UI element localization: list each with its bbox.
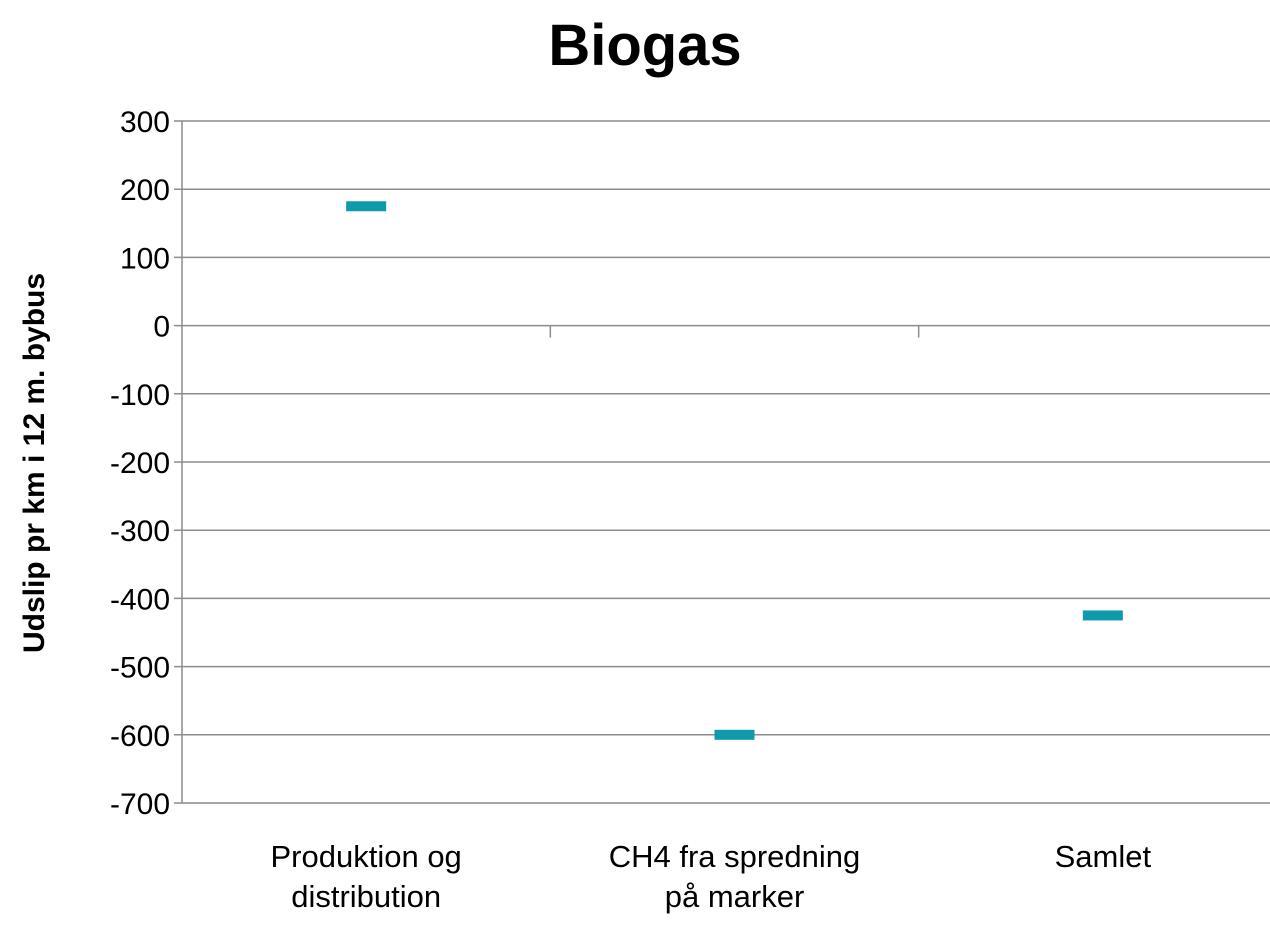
gridlines [174, 120, 1270, 804]
x-category-labels: Produktion og distribution CH4 fra spredni… [271, 839, 1152, 914]
chart-title: Biogas [548, 13, 741, 78]
y-tick-label: -600 [110, 720, 170, 753]
axes [181, 121, 920, 803]
y-tick-label: 100 [120, 242, 170, 275]
y-tick-label: 0 [153, 311, 170, 344]
y-tick-label: 200 [120, 174, 170, 207]
y-tick-label: -200 [110, 447, 170, 480]
x-category-label: Produktion og distribution [271, 839, 462, 914]
x-category-label: CH4 fra spredning på marker [609, 839, 861, 914]
y-tick-label: -500 [110, 652, 170, 685]
y-tick-label: -100 [110, 379, 170, 412]
y-tick-labels: 300 200 100 0 -100 -200 -300 -400 -500 -600 -700 [110, 106, 170, 821]
y-tick-label: -300 [110, 515, 170, 548]
y-tick-label: 300 [120, 106, 170, 139]
y-axis-label: Udslip pr km i 12 m. bybus [18, 273, 51, 653]
data-markers [346, 201, 1123, 740]
x-category-label: Samlet [1055, 839, 1152, 874]
y-tick-label: -400 [110, 583, 170, 616]
y-tick-label: -700 [110, 788, 170, 821]
data-marker [714, 729, 755, 740]
data-marker [1082, 610, 1123, 621]
data-marker [346, 201, 387, 212]
